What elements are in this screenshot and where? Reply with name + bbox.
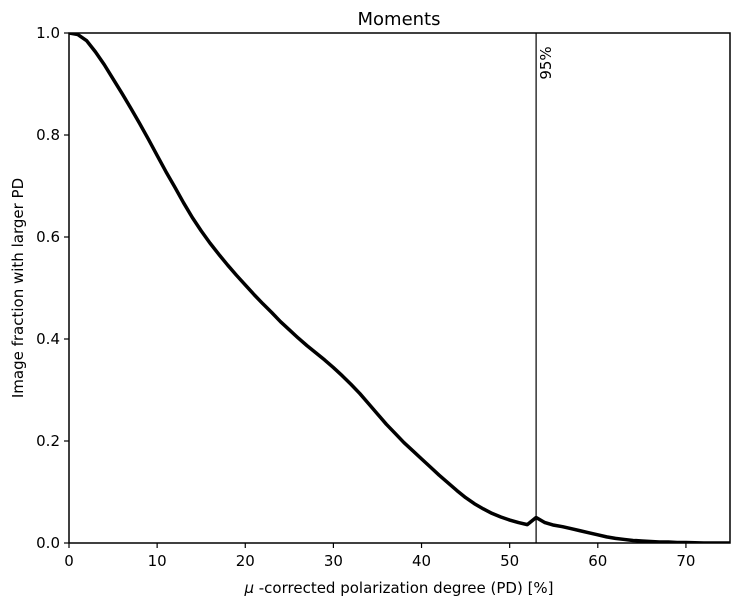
x-tick-label: 40 — [412, 552, 431, 570]
y-tick-label: 0.6 — [36, 228, 60, 246]
axes-frame — [68, 32, 731, 544]
x-tick-label: 0 — [64, 552, 74, 570]
x-tick-label: 20 — [236, 552, 255, 570]
y-tick-label: 0.0 — [36, 534, 60, 552]
x-axis-label: μ -corrected polarization degree (PD) [%… — [243, 579, 553, 597]
series-line-0 — [69, 33, 730, 543]
x-tick-label: 50 — [500, 552, 519, 570]
chart-title: Moments — [358, 9, 441, 30]
y-tick-label: 1.0 — [36, 24, 60, 42]
y-tick-label: 0.4 — [36, 330, 60, 348]
x-tick-label: 70 — [676, 552, 695, 570]
x-axis-ticks: 0 10 20 30 40 50 60 70 — [64, 543, 695, 570]
x-axis-label-text: -corrected polarization degree (PD) [%] — [259, 579, 554, 597]
percentile-marker-label: 95% — [537, 46, 555, 79]
y-axis-ticks: 0.0 0.2 0.4 0.6 0.8 1.0 — [36, 24, 69, 552]
y-tick-label: 0.2 — [36, 432, 60, 450]
y-axis-label: Image fraction with larger PD — [9, 178, 27, 398]
x-tick-label: 10 — [148, 552, 167, 570]
plot-area: 95% — [69, 33, 730, 543]
x-tick-label: 30 — [324, 552, 343, 570]
y-tick-label: 0.8 — [36, 126, 60, 144]
x-tick-label: 60 — [588, 552, 607, 570]
x-axis-label-mu: μ — [243, 579, 254, 597]
